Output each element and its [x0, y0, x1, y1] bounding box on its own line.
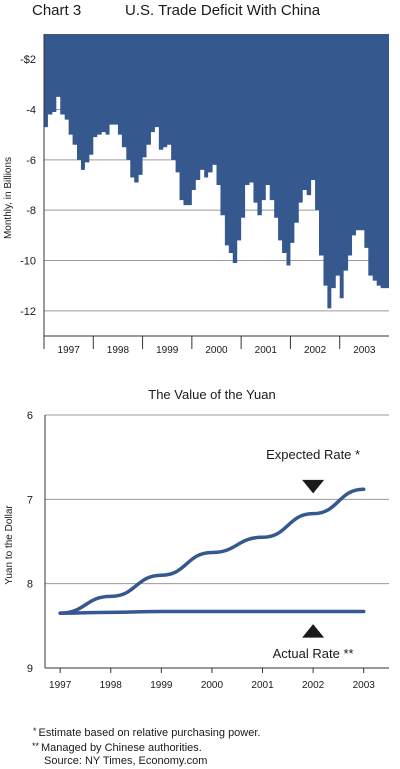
trade-axes — [43, 34, 389, 349]
yuan-x-tick-label: 1999 — [150, 680, 173, 691]
yuan-chart-title: The Value of the Yuan — [148, 387, 275, 402]
trade-y-tick-labels: -$2 -4 -6 -8 -10 -12 — [20, 54, 36, 318]
trade-x-tick-label: 1997 — [58, 345, 81, 356]
trade-area-layer — [44, 34, 389, 309]
yuan-y-axis-label: Yuan to the Dollar — [4, 505, 15, 585]
expected-rate-line — [58, 487, 366, 615]
footnote-source: Source: NY Times, Economy.com — [44, 754, 207, 769]
trade-deficit-chart: Monthly, in Billions -$2 -4 -6 -8 -10 -12 199… — [3, 34, 389, 356]
trade-x-tick-label: 2001 — [255, 345, 278, 356]
yuan-series-lines — [58, 487, 366, 615]
yuan-x-tick-label: 2001 — [251, 680, 274, 691]
trade-y-tick-label: -8 — [26, 205, 36, 217]
footnote-expected: * Estimate based on relative purchasing p… — [33, 724, 260, 741]
yuan-x-tick-label: 2003 — [353, 680, 376, 691]
yuan-y-tick-labels: 6 7 8 9 — [27, 410, 33, 675]
footnote-actual: ** Managed by Chinese authorities. — [32, 739, 202, 756]
source-text: Source: NY Times, Economy.com — [44, 755, 208, 767]
trade-x-tick-label: 1998 — [107, 345, 130, 356]
yuan-x-tick-label: 1998 — [100, 680, 123, 691]
trade-chart-title: U.S. Trade Deficit With China — [125, 2, 321, 19]
footnote-mark: * — [33, 726, 37, 736]
expected-rate-label: Expected Rate * — [266, 447, 360, 462]
yuan-y-tick-label: 6 — [27, 410, 33, 422]
trade-y-tick-label: -$2 — [20, 54, 36, 66]
yuan-value-chart: The Value of the Yuan Yuan to the Dollar… — [4, 387, 389, 691]
yuan-y-tick-label: 9 — [27, 663, 33, 675]
actual-rate-label: Actual Rate ** — [273, 646, 354, 661]
trade-y-tick-label: -6 — [26, 155, 36, 167]
yuan-y-tick-label: 7 — [27, 494, 33, 506]
yuan-x-tick-label: 1997 — [49, 680, 72, 691]
footnote-mark: ** — [32, 741, 40, 751]
trade-x-tick-labels: 1997 1998 1999 2000 2001 2002 2003 — [58, 345, 376, 356]
trade-y-tick-label: -12 — [20, 306, 36, 318]
actual-rate-marker — [302, 624, 325, 638]
trade-y-tick-label: -10 — [20, 256, 36, 268]
yuan-gridlines — [45, 414, 389, 585]
trade-x-tick-label: 1999 — [156, 345, 179, 356]
footnote-text: Managed by Chinese authorities. — [41, 742, 202, 754]
trade-x-tick-label: 2002 — [304, 345, 327, 356]
yuan-y-tick-label: 8 — [27, 579, 33, 591]
trade-y-tick-label: -4 — [26, 105, 36, 117]
yuan-series-labels: Expected Rate * Actual Rate ** — [266, 447, 360, 661]
yuan-x-tick-label: 2000 — [201, 680, 224, 691]
yuan-x-tick-labels: 1997 1998 1999 2000 2001 2002 2003 — [49, 680, 375, 691]
trade-x-tick-label: 2000 — [205, 345, 228, 356]
actual-rate-line — [58, 609, 366, 615]
expected-rate-marker — [302, 479, 325, 494]
yuan-axes — [44, 415, 389, 673]
chart-number: Chart 3 — [32, 2, 82, 19]
footnote-text: Estimate based on relative purchasing po… — [38, 727, 261, 739]
yuan-x-tick-label: 2002 — [302, 680, 325, 691]
trade-y-axis-label: Monthly, in Billions — [3, 157, 14, 239]
figure-header: Chart 3 U.S. Trade Deficit With China — [0, 0, 400, 26]
trade-x-tick-label: 2003 — [353, 345, 376, 356]
trade-deficit-area — [44, 34, 389, 309]
